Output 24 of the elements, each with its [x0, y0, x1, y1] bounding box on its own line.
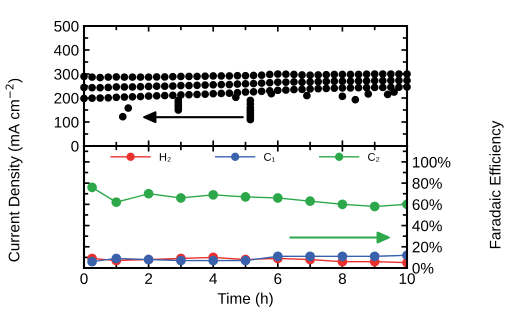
legend-label: C₂ [368, 152, 380, 162]
x-tick-label: 2 [145, 273, 152, 284]
x-tick-label: 10 [400, 273, 415, 284]
x-tick-label: 6 [274, 273, 282, 284]
y2-axis-title: Faradaic Efficiency [489, 120, 504, 248]
y-tick-label: 100 [54, 116, 79, 128]
y2-tick-label: 0% [412, 262, 434, 274]
legend-label: H₂ [160, 153, 171, 162]
y-tick-label: 200 [54, 92, 79, 104]
y2-tick-label: 80% [412, 178, 442, 189]
y2-tick-label: 60% [412, 199, 442, 210]
y-tick-label: 400 [54, 44, 79, 56]
x-tick-label: 4 [209, 273, 217, 284]
y2-tick-label: 40% [412, 220, 442, 232]
y2-tick-label: 20% [412, 242, 442, 252]
y2-tick-label: 100% [413, 156, 450, 168]
y-tick-label: 500 [54, 20, 79, 32]
x-axis-title: Time (h) [218, 292, 273, 307]
legend-label: C₁ [264, 152, 275, 162]
y-axis-title: Current Density (mA cm$^{−2}$) [6, 78, 22, 262]
x-tick-label: 8 [338, 273, 346, 284]
y-tick-label: 300 [54, 68, 79, 80]
y-tick-label: 0 [71, 140, 79, 152]
x-tick-label: 0 [80, 273, 88, 284]
